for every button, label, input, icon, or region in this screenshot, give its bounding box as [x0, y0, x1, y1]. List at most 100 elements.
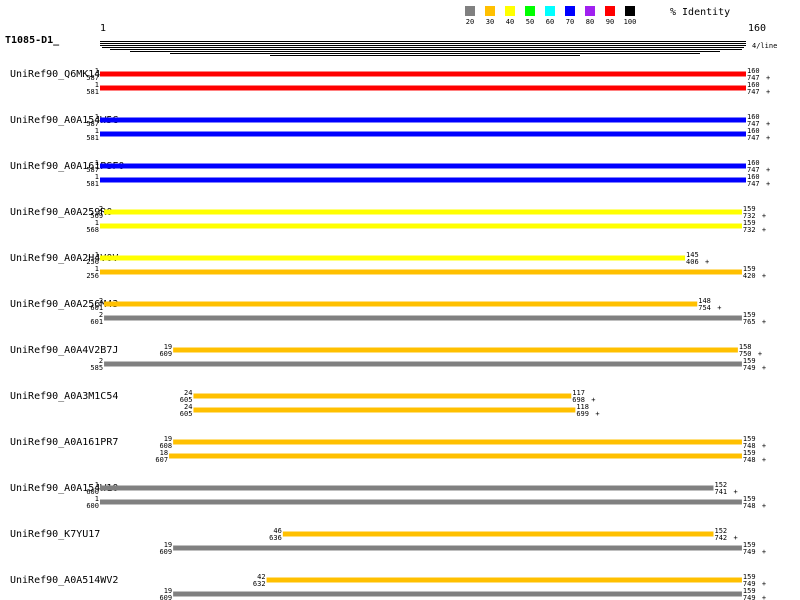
target-end-label: 748 — [743, 456, 756, 464]
strand: + — [762, 456, 766, 464]
hit-name: UniRef90_A0A161PSF0 — [10, 161, 124, 172]
query-end-label: 160 — [747, 127, 760, 135]
query-end-label: 159 — [743, 205, 756, 213]
alignment-bar — [100, 163, 746, 169]
target-start-label: 607 — [155, 456, 168, 464]
query-end: 160 — [748, 23, 766, 34]
target-end-label: 747 — [747, 180, 760, 188]
alignment-bar — [100, 255, 686, 261]
query-end-label: 152 — [714, 481, 727, 489]
alignment-bar — [173, 439, 742, 445]
target-end-label: 747 — [747, 166, 760, 174]
hit-name: UniRef90_A0A514WV2 — [10, 575, 118, 586]
query-end-label: 160 — [747, 113, 760, 121]
strand: + — [766, 88, 770, 96]
alignment-bar — [266, 577, 742, 583]
alignment-bar — [100, 485, 714, 491]
target-start-label: 636 — [269, 534, 282, 542]
query-start-label: 19 — [164, 541, 172, 549]
query-start-label: 1 — [95, 113, 99, 121]
query-start-label: 19 — [164, 435, 172, 443]
alignment-bar — [100, 177, 746, 183]
strand: + — [758, 350, 762, 358]
target-end-label: 749 — [743, 580, 756, 588]
target-end-label: 699 — [576, 410, 589, 418]
strand: + — [762, 212, 766, 220]
query-end-label: 159 — [743, 573, 756, 581]
strand: + — [591, 396, 595, 404]
query-end-label: 145 — [686, 251, 699, 259]
query-start-label: 1 — [95, 265, 99, 273]
per-line: 4/line — [752, 42, 777, 50]
legend-swatch — [585, 6, 595, 16]
hit-name: UniRef90_A0A3M1C54 — [10, 391, 118, 402]
query-end-label: 160 — [747, 81, 760, 89]
alignment-bar — [100, 499, 742, 505]
strand: + — [762, 580, 766, 588]
target-end-label: 749 — [743, 594, 756, 600]
alignment-bar — [104, 315, 742, 321]
legend-swatch — [625, 6, 635, 16]
alignment-bar — [100, 269, 742, 275]
target-start-label: 587 — [86, 120, 99, 128]
target-start-label: 632 — [253, 580, 266, 588]
alignment-bar — [100, 117, 746, 123]
legend-label: 80 — [586, 18, 594, 26]
target-start-label: 568 — [86, 226, 99, 234]
query-start-label: 42 — [257, 573, 265, 581]
query-end-label: 159 — [743, 357, 756, 365]
hit-name: UniRef90_A0A154W5G — [10, 115, 118, 126]
strand: + — [762, 318, 766, 326]
strand: + — [762, 272, 766, 280]
hit-name: UniRef90_A0A154W10 — [10, 483, 118, 494]
query-start-label: 2 — [99, 357, 103, 365]
strand: + — [762, 226, 766, 234]
alignment-bar — [193, 407, 576, 413]
target-end-label: 420 — [743, 272, 756, 280]
strand: + — [762, 548, 766, 556]
query-end-label: 160 — [747, 159, 760, 167]
query-end-label: 159 — [743, 495, 756, 503]
legend-label: 40 — [506, 18, 514, 26]
strand: + — [766, 134, 770, 142]
strand: + — [705, 258, 709, 266]
query-end-label: 159 — [743, 219, 756, 227]
hit-name: UniRef90_A0A4V2B7J — [10, 345, 118, 356]
target-end-label: 732 — [743, 226, 756, 234]
alignment-bar — [169, 453, 742, 459]
legend-swatch — [605, 6, 615, 16]
legend-swatch — [565, 6, 575, 16]
hit-name: UniRef90_K7YU17 — [10, 529, 100, 540]
query-start-label: 2 — [99, 311, 103, 319]
query-end-label: 159 — [743, 587, 756, 595]
query-start-label: 1 — [95, 67, 99, 75]
query-name: T1085-D1_ — [5, 35, 60, 46]
alignment-bar — [100, 71, 746, 77]
query-end-label: 159 — [743, 265, 756, 273]
query-start-label: 24 — [184, 403, 192, 411]
target-end-label: 765 — [743, 318, 756, 326]
target-end-label: 749 — [743, 548, 756, 556]
target-start-label: 600 — [86, 502, 99, 510]
query-end-label: 159 — [743, 435, 756, 443]
target-start-label: 609 — [159, 594, 172, 600]
alignment-bar — [193, 393, 572, 399]
query-start-label: 46 — [273, 527, 281, 535]
query-start-label: 19 — [164, 587, 172, 595]
hit-name: UniRef90_A0A2H4V0V — [10, 253, 118, 264]
query-end-label: 159 — [743, 311, 756, 319]
query-start-label: 19 — [164, 343, 172, 351]
target-start-label: 605 — [180, 410, 193, 418]
query-end-label: 159 — [743, 541, 756, 549]
query-start-label: 2 — [99, 205, 103, 213]
hit-name: UniRef90_Q6MK14 — [10, 69, 100, 80]
strand: + — [766, 120, 770, 128]
alignment-bar — [104, 301, 698, 307]
target-start-label: 605 — [180, 396, 193, 404]
legend-title: % Identity — [670, 7, 730, 18]
hit-name: UniRef90_A0A256M43 — [10, 299, 118, 310]
alignment-bar — [104, 361, 742, 367]
strand: + — [766, 74, 770, 82]
strand: + — [762, 594, 766, 600]
legend-swatch — [465, 6, 475, 16]
